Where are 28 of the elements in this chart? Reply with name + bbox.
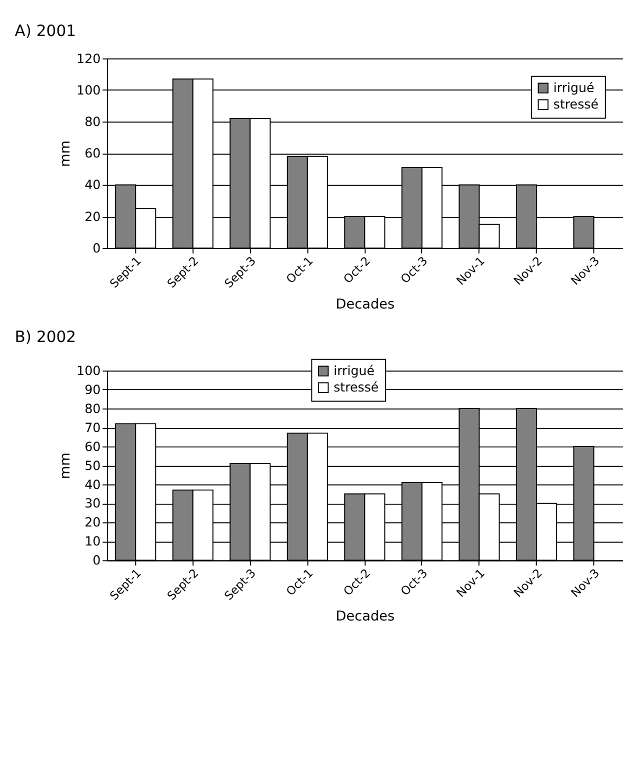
y-tick-label: 80: [84, 400, 101, 416]
y-tick-label: 30: [84, 496, 101, 511]
y-axis-title: mm: [58, 140, 74, 167]
y-tick-label: 100: [76, 362, 101, 378]
y-tick-label: 50: [84, 458, 101, 473]
legend-label: stressé: [334, 380, 379, 395]
y-tick-label: 40: [84, 476, 101, 492]
y-axis-title: mm: [58, 452, 74, 480]
legend-label: stressé: [553, 96, 599, 112]
legend-label: irrigué: [334, 362, 375, 378]
y-tick-label: 40: [84, 177, 101, 192]
y-tick-label: 60: [84, 438, 101, 454]
y-tick-label: 10: [84, 534, 101, 549]
x-axis-title: Decades: [336, 296, 395, 312]
y-tick-label: 0: [92, 552, 101, 568]
y-tick-label: 60: [84, 146, 101, 161]
y-tick-label: 120: [76, 50, 101, 66]
x-axis-title: Decades: [336, 608, 395, 625]
y-tick-label: 20: [84, 514, 101, 530]
y-tick-label: 70: [84, 420, 101, 435]
y-tick-label: 100: [76, 82, 101, 98]
y-tick-label: 90: [84, 382, 101, 397]
y-tick-label: 80: [84, 114, 101, 130]
chart-title: B) 2002: [14, 328, 76, 346]
y-tick-label: 20: [84, 208, 101, 224]
chart-title: A) 2001: [14, 22, 76, 40]
legend-label: irrigué: [553, 80, 595, 95]
y-tick-label: 0: [92, 240, 101, 256]
